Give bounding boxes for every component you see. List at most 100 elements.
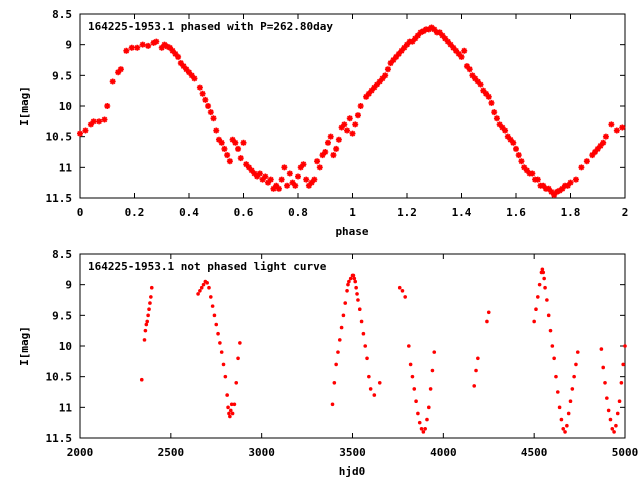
data-point: [461, 47, 468, 54]
data-point: [337, 338, 342, 342]
data-point: [546, 313, 551, 318]
data-point: [324, 139, 331, 146]
data-point: [574, 362, 578, 367]
data-point: [115, 69, 122, 76]
data-point: [566, 411, 571, 416]
data-point: [615, 411, 620, 416]
data-point: [420, 28, 427, 35]
data-point: [578, 164, 585, 171]
data-point: [404, 41, 410, 48]
data-point: [597, 142, 604, 149]
data-point: [345, 289, 349, 293]
data-point: [219, 350, 224, 354]
data-point: [237, 155, 244, 162]
data-point: [540, 182, 547, 189]
data-point: [553, 188, 560, 195]
data-point: [444, 38, 451, 45]
data-point: [417, 420, 422, 425]
data-point: [346, 115, 353, 122]
data-point: [229, 136, 236, 143]
data-point: [376, 78, 383, 85]
y-axis-label: I[mag]: [18, 86, 31, 126]
data-point: [403, 295, 407, 299]
data-point: [568, 399, 573, 404]
data-point: [397, 285, 402, 290]
data-point: [104, 103, 111, 109]
data-point: [344, 127, 351, 134]
data-point: [363, 93, 370, 100]
data-point: [485, 319, 489, 324]
data-point: [368, 87, 375, 94]
data-point: [351, 273, 356, 278]
data-point: [196, 292, 200, 296]
data-point: [466, 66, 473, 73]
data-point: [472, 75, 479, 82]
data-point: [425, 26, 432, 33]
data-point: [474, 368, 478, 373]
data-point: [431, 26, 438, 33]
y-tick-label: 9.5: [52, 69, 72, 82]
data-point: [529, 170, 536, 177]
data-points: [77, 24, 626, 198]
data-point: [361, 331, 366, 336]
data-point: [305, 182, 312, 189]
data-point: [221, 362, 226, 367]
data-point: [572, 176, 579, 183]
data-point: [308, 179, 315, 186]
data-point: [570, 387, 575, 391]
data-point: [551, 191, 558, 198]
data-point: [559, 417, 564, 422]
data-point: [409, 38, 416, 45]
x-tick-label: 1.6: [506, 206, 526, 219]
data-point: [408, 362, 413, 367]
data-point: [543, 285, 547, 290]
data-point: [542, 276, 546, 281]
data-point: [601, 365, 605, 370]
data-point: [230, 411, 235, 416]
data-point: [463, 63, 470, 70]
data-point: [166, 44, 173, 51]
data-point: [218, 139, 225, 146]
data-point: [477, 81, 484, 88]
data-points: [139, 267, 627, 434]
x-tick-label: 3500: [339, 446, 366, 459]
data-point: [158, 44, 165, 51]
data-point: [164, 43, 171, 50]
data-point: [499, 124, 506, 131]
data-point: [202, 96, 209, 103]
data-point: [379, 75, 386, 82]
data-point: [599, 347, 604, 351]
data-point: [575, 350, 580, 354]
data-point: [265, 179, 272, 186]
data-point: [410, 374, 415, 379]
data-point: [147, 307, 151, 312]
data-point: [183, 66, 190, 73]
data-point: [143, 328, 148, 333]
x-axis-label: hjd0: [339, 465, 366, 478]
data-point: [205, 281, 209, 285]
y-tick-label: 9.5: [52, 309, 72, 322]
data-point: [101, 116, 108, 123]
data-point: [548, 188, 555, 195]
data-point: [455, 50, 462, 57]
data-point: [559, 185, 566, 192]
data-point: [412, 35, 419, 42]
data-point: [557, 405, 562, 410]
data-point: [442, 35, 449, 42]
data-point: [82, 127, 89, 134]
data-point: [262, 173, 269, 180]
data-point: [589, 152, 596, 159]
data-point: [353, 279, 358, 284]
y-tick-label: 11.5: [46, 432, 73, 445]
data-point: [493, 115, 500, 122]
data-point: [537, 282, 542, 287]
data-point: [205, 103, 212, 109]
data-point: [513, 145, 519, 152]
data-point: [417, 29, 424, 36]
x-tick-label: 3000: [248, 446, 275, 459]
data-point: [334, 362, 338, 367]
data-point: [608, 417, 613, 422]
data-point: [142, 338, 147, 342]
data-point: [428, 387, 433, 391]
data-point: [191, 75, 198, 82]
